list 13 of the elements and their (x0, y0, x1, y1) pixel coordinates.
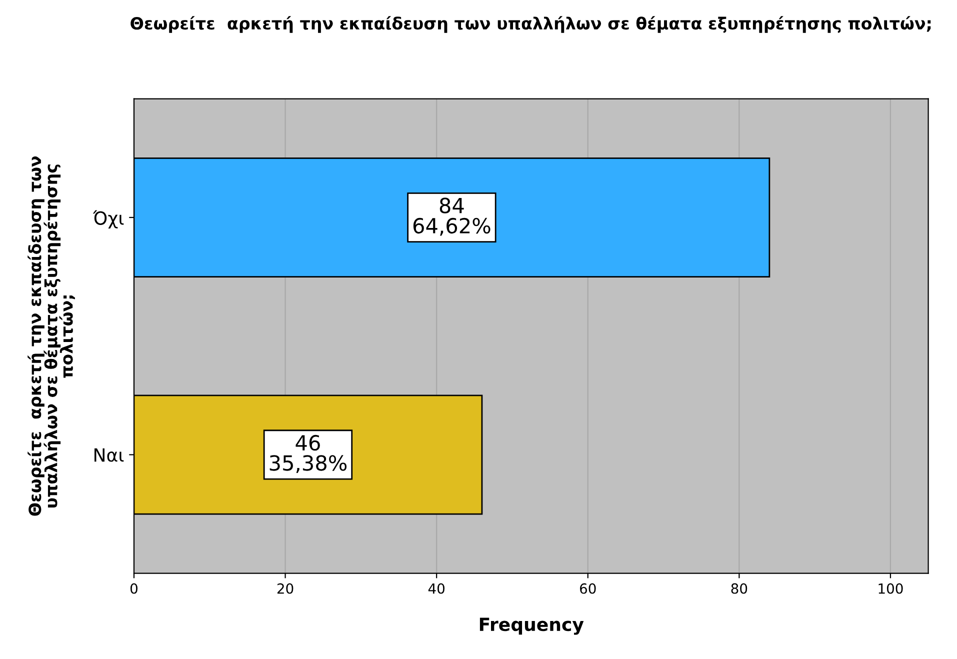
data-label: 46 35,38% (270, 434, 347, 473)
x-tick-label: 40 (428, 583, 444, 594)
y-axis-title: Θεωρείτε αρκετή την εκπαίδευση των υπαλλήλων σε θέματα εξυπηρέτησης πολιτών; (28, 156, 75, 516)
x-axis-title: Frequency (480, 618, 584, 635)
x-tick-label: 0 (130, 583, 138, 594)
chart-title: Θεωρείτε αρκετή την εκπαίδευση των υπαλλήλων σε θέματα εξυπηρέτησης πολιτών; (130, 16, 931, 33)
y-tick-label: Ναι (94, 448, 124, 462)
x-tick-label: 60 (580, 583, 596, 594)
data-label: 84 64,62% (413, 198, 490, 236)
y-tick-label: Όχι (92, 210, 124, 228)
x-tick-label: 20 (277, 583, 294, 594)
x-tick-label: 80 (731, 583, 748, 594)
x-tick-label: 100 (878, 583, 903, 594)
